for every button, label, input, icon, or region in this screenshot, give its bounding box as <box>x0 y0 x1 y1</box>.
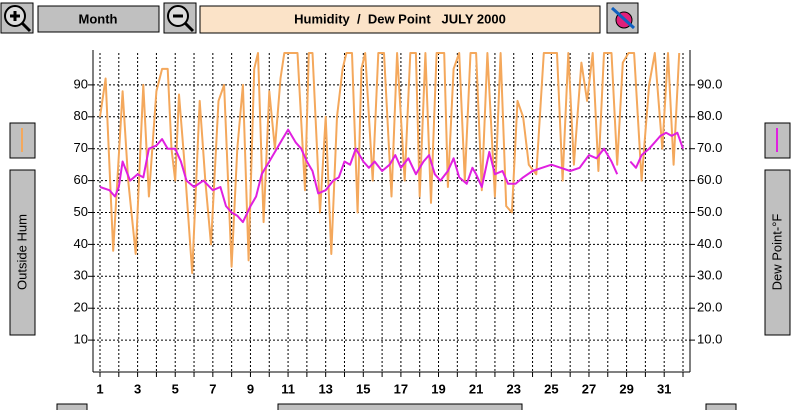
legend-label: Dew Point-°F <box>769 214 784 291</box>
scroll-thumb[interactable] <box>277 403 523 415</box>
legend-frame <box>764 169 791 336</box>
x-tick-label: 29 <box>619 381 633 396</box>
series-line <box>99 52 681 275</box>
scroll-button[interactable] <box>56 403 88 415</box>
x-tick-label: 7 <box>209 381 216 396</box>
y-tick-label: 20 <box>74 300 88 315</box>
settings-wand <box>610 6 636 30</box>
zoom-out-button[interactable] <box>163 2 197 34</box>
y2-tick-label: 80.0 <box>697 108 722 123</box>
y-tick-label: 70 <box>74 140 88 155</box>
y2-tick-label: 30.0 <box>697 268 722 283</box>
y2-tick-label: 50.0 <box>697 204 722 219</box>
scroll-button[interactable] <box>705 403 737 415</box>
y2-tick-label: 10.0 <box>697 332 722 347</box>
plot: 1 3 5 7 9 11 13 15 17 19 21 23 25 27 29 311020304050607… <box>74 50 722 396</box>
x-tick-label: 13 <box>318 381 332 396</box>
x-tick-label: 23 <box>507 381 521 396</box>
y2-tick-label: 60.0 <box>697 172 722 187</box>
y2-tick-label: 20.0 <box>697 300 722 315</box>
x-tick-label: 27 <box>582 381 596 396</box>
y-tick-label: 60 <box>74 172 88 187</box>
period-label: Month <box>79 11 118 26</box>
y2-tick-label: 90.0 <box>697 76 722 91</box>
y-tick-label: 50 <box>74 204 88 219</box>
zoom-in-icon <box>10 11 32 33</box>
x-tick-label: 11 <box>281 381 295 396</box>
title-box <box>199 5 601 34</box>
y-tick-label: 10 <box>74 332 88 347</box>
period-button[interactable]: Month <box>37 5 160 33</box>
legend-label: Outside Hum <box>14 214 29 290</box>
y-tick-label: 30 <box>74 268 88 283</box>
x-tick-label: 5 <box>172 381 179 396</box>
y-tick-label: 80 <box>74 108 88 123</box>
x-tick-label: 21 <box>469 381 483 396</box>
legend-frame <box>9 169 36 336</box>
left-legend-swatch[interactable] <box>9 122 36 159</box>
x-tick-label: 3 <box>134 381 141 396</box>
y-tick-label: 90 <box>74 76 88 91</box>
x-tick-label: 19 <box>431 381 445 396</box>
x-tick-label: 1 <box>96 381 103 396</box>
settings-button[interactable] <box>606 2 639 34</box>
left-legend-button[interactable]: Outside Hum <box>9 169 36 336</box>
x-tick-label: 31 <box>657 381 671 396</box>
right-legend-button[interactable]: Dew Point-°F <box>764 169 791 336</box>
series-line <box>99 128 684 224</box>
y2-tick-label: 40.0 <box>697 236 722 251</box>
y2-tick-label: 70.0 <box>697 140 722 155</box>
y-tick-label: 40 <box>74 236 88 251</box>
x-tick-label: 9 <box>247 381 254 396</box>
zoom-in-button[interactable] <box>0 2 34 34</box>
x-tick-label: 17 <box>394 381 408 396</box>
x-tick-label: 15 <box>356 381 370 396</box>
chart-title: Humidity / Dew Point JULY 2000 <box>294 11 506 26</box>
x-tick-label: 25 <box>544 381 558 396</box>
right-legend-swatch[interactable] <box>764 122 791 159</box>
zoom-out-icon <box>173 14 195 33</box>
period-frame <box>37 5 160 33</box>
